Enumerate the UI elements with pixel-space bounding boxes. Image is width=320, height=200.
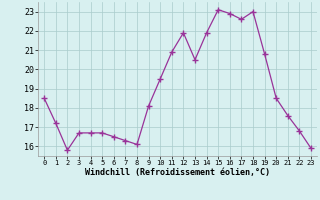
X-axis label: Windchill (Refroidissement éolien,°C): Windchill (Refroidissement éolien,°C): [85, 168, 270, 177]
